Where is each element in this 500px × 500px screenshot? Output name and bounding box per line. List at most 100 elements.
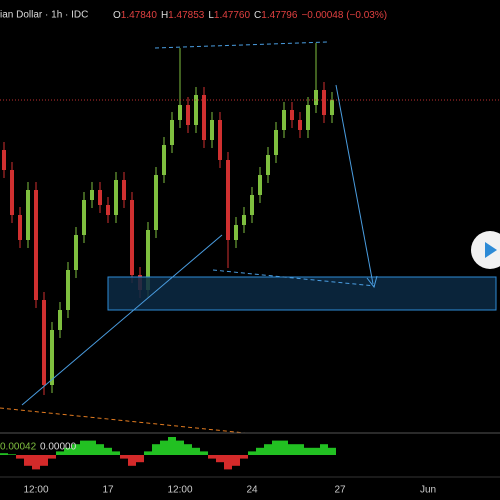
indicator-bar — [48, 455, 56, 459]
ohlc-key: L — [208, 10, 214, 21]
candle-body — [250, 195, 254, 215]
symbol: ian Dollar · 1h · IDC — [0, 10, 88, 21]
candle-body — [330, 100, 334, 115]
plot: 12:00 17 12:00 24 27 Jun 0.00042 0.00000 — [0, 43, 500, 496]
candle-body — [42, 300, 46, 385]
candle-body — [10, 170, 14, 215]
indicator-bar — [160, 440, 168, 455]
candle-body — [122, 180, 126, 200]
candle-body — [282, 110, 286, 130]
indicator-bar — [304, 447, 312, 455]
indicator-bar — [184, 444, 192, 455]
candle-body — [2, 150, 6, 170]
trend-line — [0, 407, 246, 434]
candle-body — [82, 200, 86, 235]
indicator-bar — [96, 444, 104, 455]
candle-body — [258, 175, 262, 195]
arrow — [335, 84, 374, 285]
candle-body — [90, 190, 94, 200]
rectangle-drawing — [107, 276, 497, 311]
candle-body — [298, 120, 302, 130]
indicator-bar — [256, 447, 264, 455]
indicator-bar — [216, 455, 224, 463]
x-tick-label: 17 — [102, 485, 114, 496]
ohlc-readout: O1.47840 H1.47853 L1.47760 C1.47796 −0.00048… — [113, 10, 387, 21]
ohlc-value: 1.47853 — [168, 10, 205, 21]
indicator-bar — [16, 455, 24, 459]
change: −0.00048 (−0.03%) — [301, 10, 387, 21]
candle-body — [130, 200, 134, 275]
candle-body — [146, 230, 150, 290]
indicator-bar — [120, 455, 128, 459]
indicator-bar — [32, 455, 40, 470]
indicator-bar — [312, 447, 320, 455]
candle-body — [162, 145, 166, 175]
indicator-bar — [24, 455, 32, 466]
candle-body — [306, 105, 310, 130]
candle-body — [290, 110, 294, 120]
indicator-bar — [232, 455, 240, 466]
indicator-bar — [320, 444, 328, 455]
indicator-bar — [248, 451, 256, 455]
candle-body — [210, 120, 214, 140]
indicator-bar — [0, 453, 8, 455]
candle-body — [178, 105, 182, 120]
indicator-bar — [296, 444, 304, 455]
indicator-bar — [64, 447, 72, 455]
indicator-bar — [136, 455, 144, 463]
candle-body — [74, 235, 78, 270]
candle-body — [218, 120, 222, 160]
x-tick-label: 12:00 — [167, 485, 192, 496]
candle-body — [50, 330, 54, 385]
candle-body — [234, 225, 238, 240]
ohlc-value: 1.47840 — [121, 10, 158, 21]
indicator-value: 0.00042 — [0, 442, 37, 453]
candle-body — [314, 90, 318, 105]
indicator-bar — [176, 440, 184, 455]
indicator-bar — [192, 447, 200, 455]
indicator-value: 0.00000 — [40, 442, 77, 453]
candle-body — [114, 180, 118, 215]
candle-body — [170, 120, 174, 145]
candle-body — [226, 160, 230, 240]
play-icon[interactable] — [485, 242, 497, 258]
indicator-bar — [152, 444, 160, 455]
indicator-bar — [328, 447, 336, 455]
indicator-bar — [128, 455, 136, 466]
candle-body — [186, 105, 190, 125]
candle-body — [194, 95, 198, 125]
candle-body — [26, 190, 30, 240]
indicator-bar — [104, 447, 112, 455]
candle-body — [18, 215, 22, 240]
arrow-head — [366, 275, 378, 289]
indicator-bar — [8, 454, 16, 455]
candle-body — [34, 190, 38, 300]
indicator-bar — [224, 455, 232, 470]
trend-line — [154, 41, 329, 49]
candle-body — [98, 190, 102, 205]
indicator-bar — [72, 444, 80, 455]
candle-body — [154, 175, 158, 230]
indicator-bar — [56, 451, 64, 455]
indicator-bar — [144, 451, 152, 455]
candle-body — [66, 270, 70, 310]
ohlc-value: 1.47760 — [214, 10, 251, 21]
indicator-bar — [200, 451, 208, 455]
indicator-bar — [40, 455, 48, 466]
trend-line — [21, 234, 223, 406]
candle-body — [202, 95, 206, 140]
indicator-bar — [280, 440, 288, 455]
indicator-bar — [112, 451, 120, 455]
x-tick-label: 24 — [246, 485, 258, 496]
candle-body — [274, 130, 278, 155]
indicator-bar — [88, 440, 96, 455]
indicator-bar — [264, 444, 272, 455]
indicator-bar — [272, 440, 280, 455]
x-tick-label: 27 — [334, 485, 346, 496]
candle-body — [58, 310, 62, 330]
ohlc-value: 1.47796 — [261, 10, 298, 21]
indicator-bar — [80, 440, 88, 455]
candle-body — [322, 90, 326, 115]
